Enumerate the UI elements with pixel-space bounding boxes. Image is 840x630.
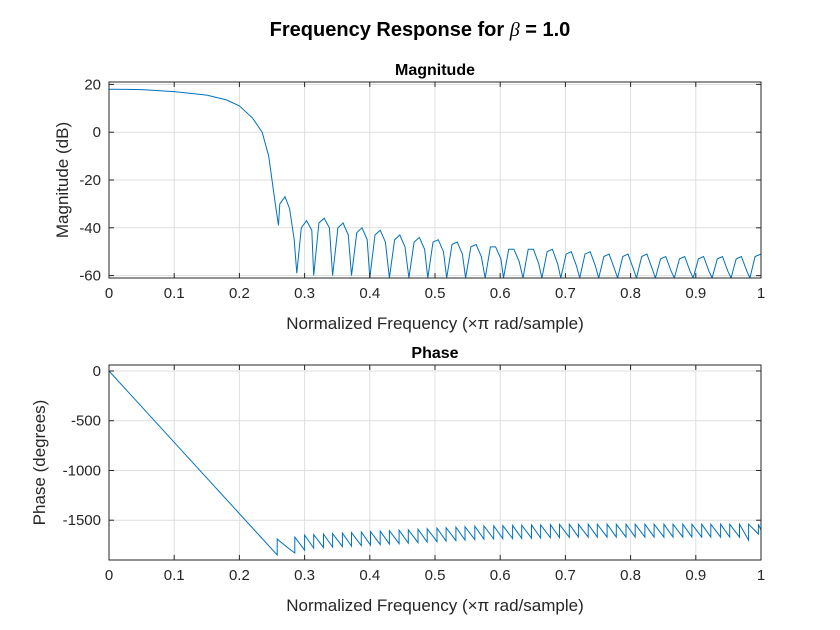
x-tick-label: 0.7 xyxy=(555,567,576,584)
y-tick-label: 0 xyxy=(93,124,101,141)
x-tick-label: 0.6 xyxy=(490,567,511,584)
y-axis-label: Magnitude (dB) xyxy=(53,122,72,238)
x-tick-label: 1 xyxy=(757,285,765,302)
y-tick-label: -20 xyxy=(79,172,101,189)
x-tick-label: 0.4 xyxy=(359,567,380,584)
y-tick-label: -40 xyxy=(79,220,101,237)
x-tick-label: 0.1 xyxy=(164,285,185,302)
x-tick-label: 0.6 xyxy=(490,285,511,302)
subplot-title: Phase xyxy=(411,345,458,362)
y-tick-label: -60 xyxy=(79,268,101,285)
figure-title-prefix: Frequency Response for xyxy=(270,19,510,41)
x-tick-label: 1 xyxy=(757,567,765,584)
phase-series-line xyxy=(109,370,761,557)
x-axis-label: Normalized Frequency (×π rad/sample) xyxy=(286,314,584,333)
x-tick-label: 0.5 xyxy=(425,285,446,302)
x-tick-label: 0.3 xyxy=(294,567,315,584)
x-tick-label: 0.5 xyxy=(425,567,446,584)
figure-title: Frequency Response for β = 1.0 xyxy=(270,19,571,41)
x-tick-label: 0.3 xyxy=(294,285,315,302)
phase-panel: 0 0.1 0.2 0.3 0.4 0.5 0.6 0.7 0.8 0.9 1 -1500 -1000 -… xyxy=(30,345,765,615)
figure-title-beta-symbol: β xyxy=(509,19,520,41)
x-tick-label: 0.9 xyxy=(685,567,706,584)
y-axis-label: Phase (degrees) xyxy=(30,400,49,526)
y-tick-label: -1500 xyxy=(63,512,101,529)
y-tick-label: 20 xyxy=(84,76,101,93)
x-tick-label: 0.1 xyxy=(164,567,185,584)
y-tick-label: -500 xyxy=(71,413,101,430)
x-tick-label: 0.4 xyxy=(359,285,380,302)
x-tick-label: 0.7 xyxy=(555,285,576,302)
x-tick-label: 0.8 xyxy=(620,285,641,302)
y-tick-label: 0 xyxy=(93,363,101,380)
magnitude-panel: 0 0.1 0.2 0.3 0.4 0.5 0.6 0.7 0.8 0.9 1 -60 -40 -20 0 2… xyxy=(53,62,765,333)
figure-title-suffix: = 1.0 xyxy=(520,19,571,41)
x-axis-label: Normalized Frequency (×π rad/sample) xyxy=(286,596,584,615)
x-tick-label: 0.2 xyxy=(229,567,250,584)
x-tick-label: 0.8 xyxy=(620,567,641,584)
magnitude-series-line xyxy=(109,88,761,278)
x-tick-label: 0.9 xyxy=(685,285,706,302)
x-tick-label: 0 xyxy=(105,567,113,584)
y-tick-label: -1000 xyxy=(63,462,101,479)
x-tick-label: 0 xyxy=(105,285,113,302)
x-tick-label: 0.2 xyxy=(229,285,250,302)
subplot-title: Magnitude xyxy=(395,62,475,79)
